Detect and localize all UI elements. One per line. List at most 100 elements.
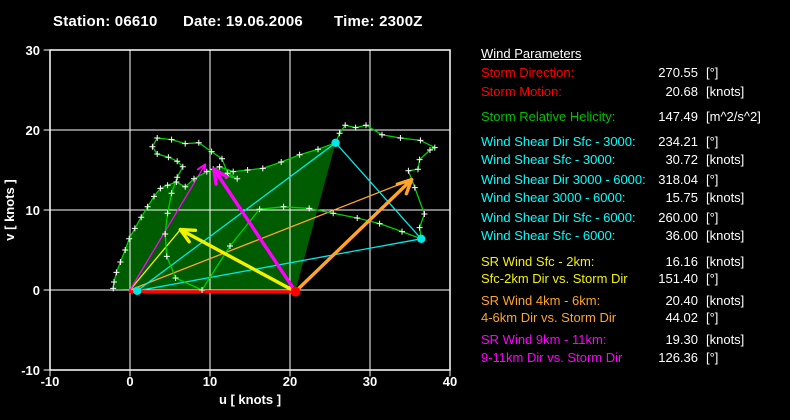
- sr-wind-9-11km-arrow-head: [212, 167, 218, 186]
- sr-wind-sfc-2km-arrow-head: [178, 227, 191, 244]
- parameter-row: 9-11km Dir vs. Storm Dir 126.36 [°]: [481, 350, 789, 366]
- sr-wind-4-6km-arrow-head: [395, 177, 414, 186]
- storm-motion-dot: [290, 286, 301, 297]
- mean-wind-sfc-2km: [129, 228, 182, 291]
- hodograph-curve: [112, 124, 436, 291]
- parameter-label: Wind Shear Dir Sfc - 6000:: [481, 210, 636, 225]
- parameter-value: 126.36: [658, 350, 698, 365]
- x-tick-label: -10: [41, 374, 60, 389]
- mean-wind-9-11km: [129, 163, 206, 291]
- mean-wind-4-6km: [129, 178, 413, 291]
- parameter-unit: [knots]: [706, 332, 745, 347]
- parameter-label: Wind Shear Dir 3000 - 6000:: [481, 172, 646, 187]
- parameter-value: 15.75: [665, 190, 698, 205]
- surface-wind-dot: [133, 286, 142, 295]
- parameter-unit: [°]: [706, 210, 719, 225]
- parameter-unit: [knots]: [706, 84, 745, 99]
- parameter-label: Wind Shear 3000 - 6000:: [481, 190, 626, 205]
- x-tick-label: 0: [126, 374, 133, 389]
- parameter-label: Wind Shear Sfc - 6000:: [481, 228, 616, 243]
- parameter-value: 19.30: [665, 332, 698, 347]
- date-title: Date: 19.06.2006: [183, 13, 303, 30]
- parameter-unit: [°]: [706, 172, 719, 187]
- x-tick-label: 10: [203, 374, 217, 389]
- shear-3000-6000: [334, 142, 422, 240]
- parameter-value: 318.04: [658, 172, 698, 187]
- parameter-label: Storm Motion:: [481, 84, 562, 99]
- parameter-unit: [°]: [706, 310, 719, 325]
- parameter-row: Sfc-2km Dir vs. Storm Dir 151.40 [°]: [481, 271, 789, 287]
- helicity-area: [113, 142, 336, 291]
- x-tick-label: 30: [363, 374, 377, 389]
- y-tick-label: 10: [26, 203, 40, 218]
- 3km-wind-dot: [331, 138, 340, 147]
- parameter-row: Wind Shear Dir 3000 - 6000: 318.04 [°]: [481, 172, 789, 188]
- parameter-row: Storm Direction: 270.55 [°]: [481, 65, 789, 81]
- parameter-value: 260.00: [658, 210, 698, 225]
- parameter-unit: [m^2/s^2]: [706, 109, 761, 124]
- parameter-row: Storm Relative Helicity: 147.49 [m^2/s^2]: [481, 109, 789, 125]
- parameter-unit: [knots]: [706, 152, 745, 167]
- sr-wind-9-11km-arrow: [212, 167, 298, 294]
- parameter-label: SR Wind 4km - 6km:: [481, 293, 601, 308]
- parameter-row: Wind Shear Sfc - 3000: 30.72 [knots]: [481, 152, 789, 168]
- parameter-unit: [knots]: [706, 254, 745, 269]
- parameter-value: 44.02: [665, 310, 698, 325]
- parameter-unit: [knots]: [706, 190, 745, 205]
- parameter-value: 147.49: [658, 109, 698, 124]
- time-title: Time: 2300Z: [334, 13, 423, 30]
- parameter-label: SR Wind 9km - 11km:: [481, 332, 607, 347]
- x-axis-title: u [ knots ]: [219, 392, 281, 407]
- wind-parameters-panel: Wind Parameters Storm Direction: 270.55 [°…: [481, 0, 789, 420]
- parameter-label: Wind Shear Dir Sfc - 3000:: [481, 134, 636, 149]
- panel-title: Wind Parameters: [481, 46, 582, 61]
- parameter-unit: [knots]: [706, 228, 745, 243]
- station-title: Station: 06610: [53, 13, 158, 30]
- parameter-label: Storm Direction:: [481, 65, 575, 80]
- y-tick-label: 30: [26, 43, 40, 58]
- hodograph-plot: -10 0 10 20 30 40 -10 0 10 20 30 u [ knots ] v [ kno…: [2, 43, 457, 407]
- x-tick-label: 20: [283, 374, 297, 389]
- parameter-value: 151.40: [658, 271, 698, 286]
- sr-wind-4-6km-arrow: [293, 177, 414, 294]
- parameter-value: 36.00: [665, 228, 698, 243]
- mean-wind-9-11km-head: [196, 163, 207, 171]
- parameter-row: SR Wind Sfc - 2km: 16.16 [knots]: [481, 254, 789, 270]
- parameter-row: 4-6km Dir vs. Storm Dir 44.02 [°]: [481, 310, 789, 326]
- y-axis-title: v [ knots ]: [2, 179, 17, 240]
- parameter-row: Wind Shear Dir Sfc - 6000: 260.00 [°]: [481, 210, 789, 226]
- sr-wind-9-11km-arrow-head: [212, 167, 229, 179]
- parameter-row: SR Wind 9km - 11km: 19.30 [knots]: [481, 332, 789, 348]
- parameter-value: 234.21: [658, 134, 698, 149]
- parameter-unit: [°]: [706, 65, 719, 80]
- y-tick-label: 20: [26, 123, 40, 138]
- parameter-label: Sfc-2km Dir vs. Storm Dir: [481, 271, 628, 286]
- sr-wind-4-6km-arrow-head: [404, 177, 414, 196]
- parameter-label: 9-11km Dir vs. Storm Dir: [481, 350, 623, 365]
- parameter-row: Storm Motion: 20.68 [knots]: [481, 84, 789, 100]
- parameter-row: Wind Shear Sfc - 6000: 36.00 [knots]: [481, 228, 789, 244]
- parameter-unit: [°]: [706, 134, 719, 149]
- parameter-row: SR Wind 4km - 6km: 20.40 [knots]: [481, 293, 789, 309]
- parameter-label: SR Wind Sfc - 2km:: [481, 254, 595, 269]
- parameter-value: 20.68: [665, 84, 698, 99]
- parameter-label: 4-6km Dir vs. Storm Dir: [481, 310, 617, 325]
- parameter-unit: [knots]: [706, 293, 745, 308]
- parameter-value: 270.55: [658, 65, 698, 80]
- sr-wind-sfc-2km-arrow: [178, 227, 298, 294]
- parameter-label: Storm Relative Helicity:: [481, 109, 616, 124]
- 6km-wind-dot: [417, 234, 426, 243]
- y-tick-label: -10: [21, 363, 40, 378]
- parameter-value: 30.72: [665, 152, 698, 167]
- y-tick-label: 0: [33, 283, 40, 298]
- parameter-value: 16.16: [665, 254, 698, 269]
- parameter-unit: [°]: [706, 350, 719, 365]
- parameter-label: Wind Shear Sfc - 3000:: [481, 152, 616, 167]
- sr-wind-sfc-2km-arrow-head: [178, 227, 198, 232]
- parameter-unit: [°]: [706, 271, 719, 286]
- parameter-row: Wind Shear Dir Sfc - 3000: 234.21 [°]: [481, 134, 789, 150]
- x-tick-label: 40: [443, 374, 457, 389]
- plot-frame: [49, 49, 451, 371]
- parameter-value: 20.40: [665, 293, 698, 308]
